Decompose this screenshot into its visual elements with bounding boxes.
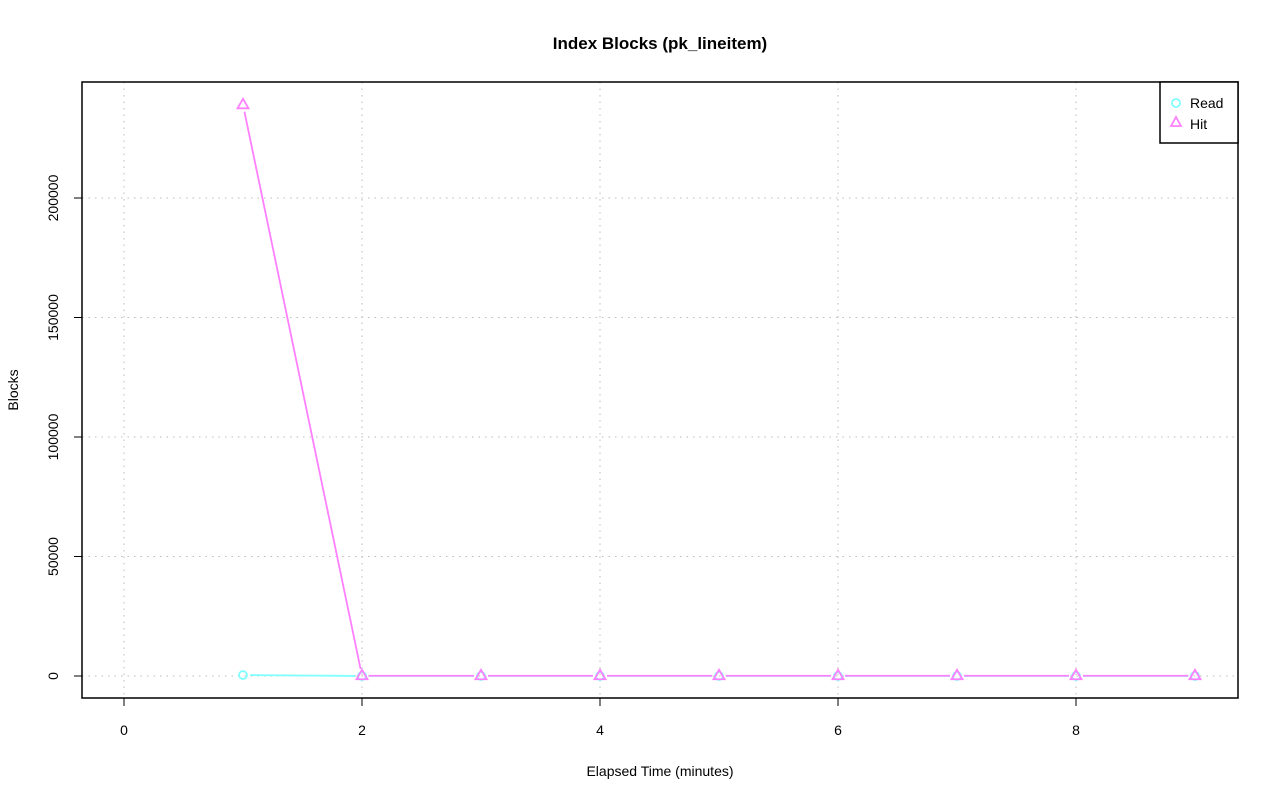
chart-title: Index Blocks (pk_lineitem)	[553, 34, 767, 53]
y-tick-label: 150000	[45, 294, 61, 341]
hit-point	[949, 667, 965, 681]
y-tick-label: 50000	[45, 537, 61, 576]
x-tick-label: 6	[834, 722, 842, 738]
legend-hit-marker	[1169, 115, 1183, 127]
hit-point	[1068, 667, 1084, 681]
y-tick-label: 0	[45, 672, 61, 680]
legend-read-marker	[1171, 98, 1181, 108]
x-tick-label: 0	[120, 722, 128, 738]
y-tick-label: 100000	[45, 413, 61, 460]
hit-point	[1187, 667, 1203, 681]
grid	[82, 82, 1238, 698]
hit-line-segment	[243, 111, 362, 670]
plot-border	[81, 81, 1239, 699]
hit-point	[592, 667, 608, 681]
y-tick-label: 200000	[45, 174, 61, 221]
hit-point	[473, 667, 489, 681]
x-tick-label: 4	[596, 722, 604, 738]
read-line-segment	[249, 674, 356, 677]
x-axis-label: Elapsed Time (minutes)	[586, 763, 733, 779]
series	[235, 96, 1203, 681]
x-tick-label: 8	[1072, 722, 1080, 738]
y-axis-label: Blocks	[5, 369, 21, 410]
read-point	[238, 670, 248, 680]
legend: Read Hit	[1159, 81, 1239, 144]
x-tick-label: 2	[358, 722, 366, 738]
axis-ticks: 0 2 4 6 8 0 50000 100000 150000 200000	[45, 174, 1080, 738]
hit-point	[830, 667, 846, 681]
hit-point	[354, 667, 370, 681]
hit-point	[235, 96, 251, 110]
legend-read-label: Read	[1190, 95, 1223, 111]
hit-point	[711, 667, 727, 681]
legend-hit-label: Hit	[1190, 116, 1207, 132]
legend-box	[1159, 81, 1239, 144]
